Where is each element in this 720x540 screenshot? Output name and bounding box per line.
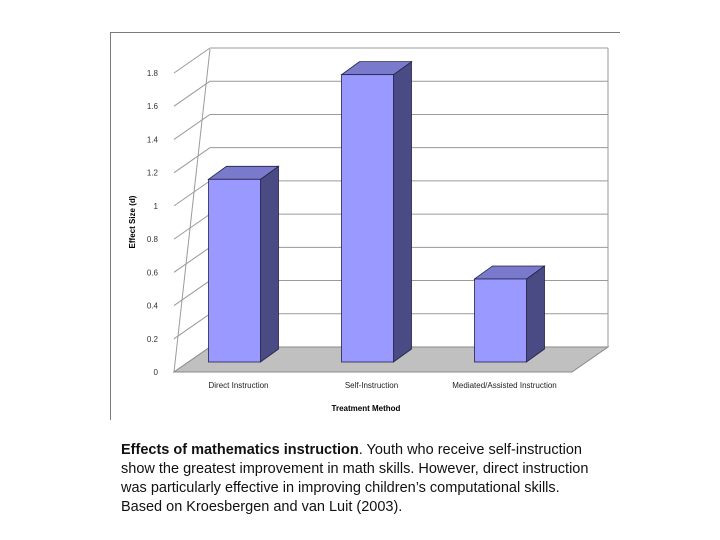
bar-front xyxy=(208,178,261,363)
x-category-labels: Direct Instruction Self-Instruction Mediat… xyxy=(208,381,556,390)
bar-front xyxy=(341,74,394,363)
x-tick-label: Mediated/Assisted Instruction xyxy=(452,381,557,390)
gridline-depth xyxy=(173,313,211,340)
x-axis-label: Treatment Method xyxy=(332,404,401,413)
gridline-depth xyxy=(173,180,211,207)
bar xyxy=(207,165,280,363)
chart-frame xyxy=(110,32,620,420)
gridline-depth xyxy=(173,80,211,107)
back-wall-edge xyxy=(173,48,211,373)
y-tick-label: 0.6 xyxy=(147,268,159,277)
y-axis-label: Effect Size (d) xyxy=(128,195,137,248)
bar-side xyxy=(260,165,279,363)
effect-size-chart: 0 0.2 0.4 0.6 0.8 1 1.2 1.4 1.6 1.8 Direct Instru… xyxy=(128,47,610,413)
x-tick-label: Direct Instruction xyxy=(208,381,268,390)
figure-caption: Effects of mathematics instruction. Yout… xyxy=(121,441,601,517)
bar-front xyxy=(474,278,527,363)
y-tick-label: 1.4 xyxy=(147,135,159,144)
bar-side xyxy=(393,60,412,363)
y-tick-label: 1.8 xyxy=(147,69,159,78)
gridline-depth xyxy=(173,147,211,174)
bar xyxy=(473,265,546,363)
y-tick-label: 0.4 xyxy=(147,302,159,311)
y-tick-label: 0.8 xyxy=(147,235,159,244)
y-tick-label: 0 xyxy=(154,368,159,377)
bar xyxy=(340,60,413,363)
bar-side xyxy=(526,265,545,363)
gridline-depth xyxy=(173,246,211,273)
y-tick-label: 1.6 xyxy=(147,102,159,111)
y-tick-label: 1 xyxy=(154,202,159,211)
x-tick-label: Self-Instruction xyxy=(345,381,398,390)
gridline-depth xyxy=(173,47,211,74)
y-tick-labels: 0 0.2 0.4 0.6 0.8 1 1.2 1.4 1.6 1.8 xyxy=(147,69,159,377)
bars xyxy=(207,60,546,363)
gridline-depth xyxy=(173,280,211,306)
gridline-depth xyxy=(173,213,211,240)
caption-lead: Effects of mathematics instruction xyxy=(121,442,359,458)
gridline-depth xyxy=(173,114,211,140)
y-tick-label: 1.2 xyxy=(147,169,159,178)
caption-text: . Youth who receive self-instruction sho… xyxy=(121,442,589,515)
y-tick-label: 0.2 xyxy=(147,335,159,344)
